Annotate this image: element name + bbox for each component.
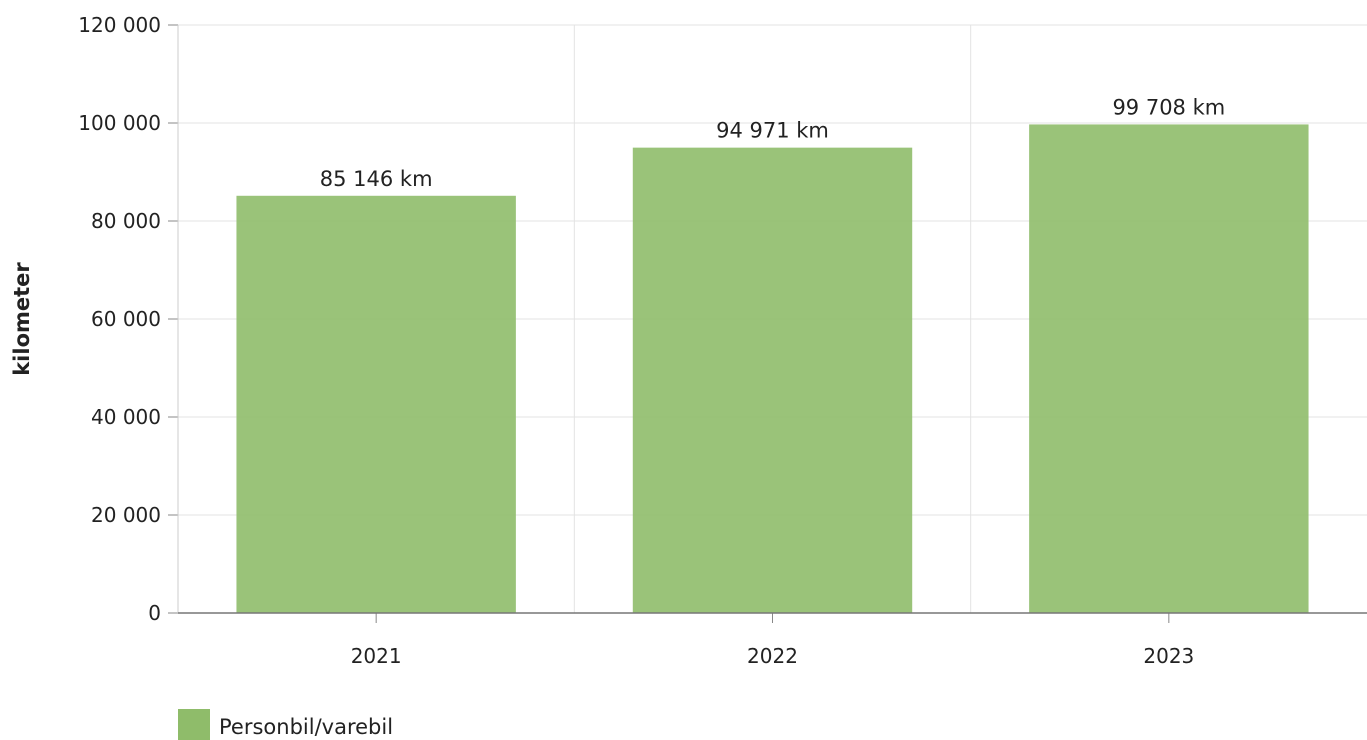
bars xyxy=(236,124,1309,614)
bar[interactable] xyxy=(236,195,516,613)
y-tick-labels: 0 20 000 40 000 60 000 80 000 100 000 120 000 xyxy=(78,13,161,625)
x-tick-labels: 2021 2022 2023 xyxy=(351,644,1195,668)
data-labels: 85 146 km 94 971 km 99 708 km xyxy=(320,95,1225,190)
y-tick-label: 80 000 xyxy=(91,209,161,233)
bar[interactable] xyxy=(632,147,913,614)
data-label: 94 971 km xyxy=(716,119,829,143)
data-label: 99 708 km xyxy=(1112,95,1225,119)
x-tick-label: 2021 xyxy=(351,644,402,668)
x-tick-label: 2022 xyxy=(747,644,798,668)
x-tick-label: 2023 xyxy=(1143,644,1194,668)
y-tick-label: 20 000 xyxy=(91,503,161,527)
bar[interactable] xyxy=(1029,124,1309,614)
y-axis-label: kilometer xyxy=(10,262,34,376)
y-tick-label: 40 000 xyxy=(91,405,161,429)
legend-swatch xyxy=(178,709,210,740)
data-label: 85 146 km xyxy=(320,167,433,191)
legend[interactable]: Personbil/varebil xyxy=(178,709,393,740)
y-tick-label: 100 000 xyxy=(78,111,161,135)
y-tick-label: 0 xyxy=(148,601,161,625)
y-tick-label: 60 000 xyxy=(91,307,161,331)
axes xyxy=(168,24,1367,623)
legend-label: Personbil/varebil xyxy=(219,715,393,739)
y-tick-label: 120 000 xyxy=(78,13,161,37)
